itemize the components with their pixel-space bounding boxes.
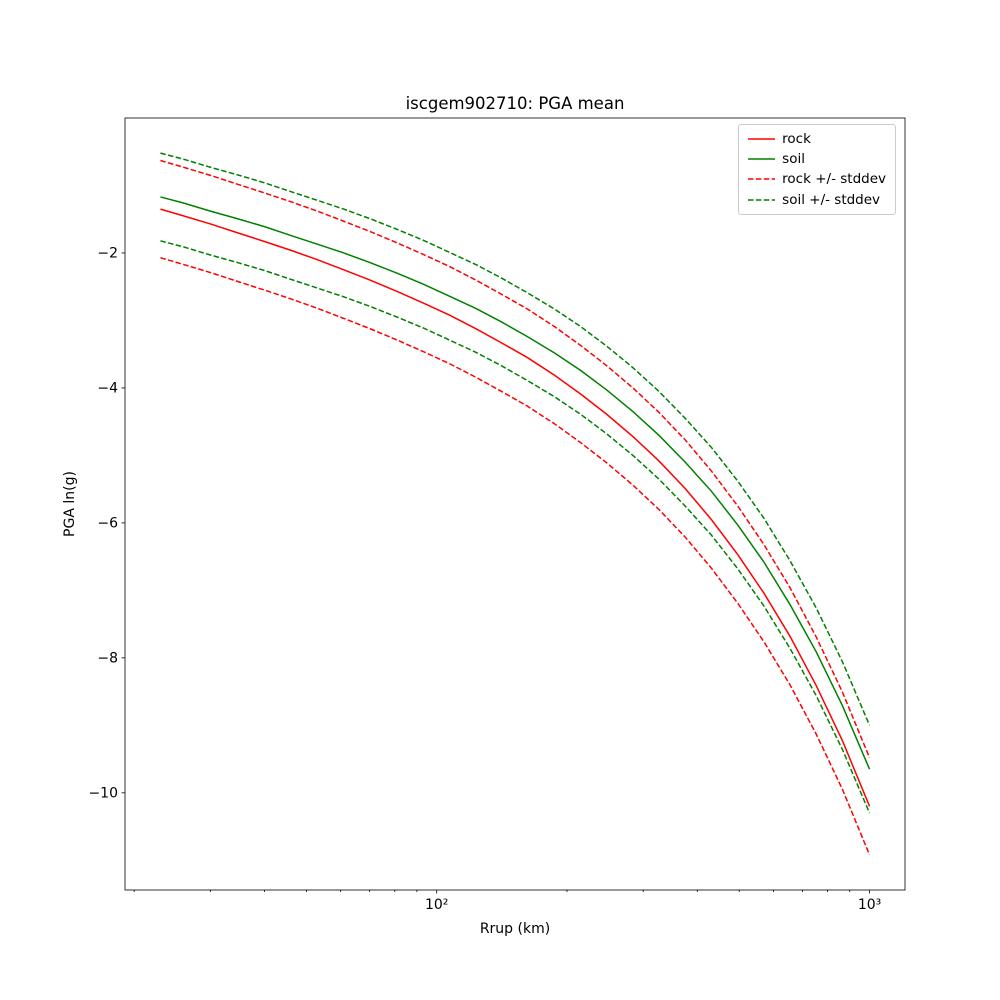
legend-label: soil [782, 151, 805, 168]
curve-soil-plus-stddev [160, 152, 871, 726]
y-axis-label: PGA ln(g) [62, 471, 78, 537]
legend-label: rock +/- stddev [782, 171, 886, 188]
curve-rock-mean [160, 208, 871, 807]
solid-line-swatch [748, 138, 776, 140]
x-tick-label: 10² [425, 897, 448, 913]
y-tick-label: −2 [97, 245, 118, 261]
dashed-line-swatch [748, 198, 776, 201]
curves [160, 152, 871, 856]
solid-line-swatch [748, 158, 776, 161]
legend-entry-soil: soil [748, 151, 886, 167]
curve-soil-mean [160, 196, 871, 770]
legend-label: soil +/- stddev [782, 191, 881, 208]
tick-labels: 10² 10³ −2 −4 −6 −8 −10 [88, 245, 881, 913]
y-tick-label: −6 [97, 515, 118, 531]
axis-ticks [121, 252, 870, 894]
dashed-line-swatch [748, 178, 776, 181]
x-axis-label: Rrup (km) [479, 921, 551, 937]
y-tick-label: −10 [88, 785, 118, 801]
plot-border [124, 117, 906, 891]
curve-soil-minus-stddev [160, 240, 871, 814]
legend-label: rock [782, 131, 811, 147]
legend-entry-rock: rock [748, 131, 886, 147]
y-tick-label: −8 [97, 650, 118, 666]
curve-rock-plus-stddev [160, 159, 871, 759]
legend-entry-soil-stddev: soil +/- stddev [748, 192, 886, 208]
legend: rock soil rock +/- stddev soil +/- stddev [738, 124, 896, 215]
x-tick-label: 10³ [858, 897, 881, 913]
legend-entry-rock-stddev: rock +/- stddev [748, 171, 886, 187]
curve-rock-minus-stddev [160, 256, 871, 856]
chart-title: iscgem902710: PGA mean [405, 94, 625, 113]
y-tick-label: −4 [97, 380, 118, 396]
